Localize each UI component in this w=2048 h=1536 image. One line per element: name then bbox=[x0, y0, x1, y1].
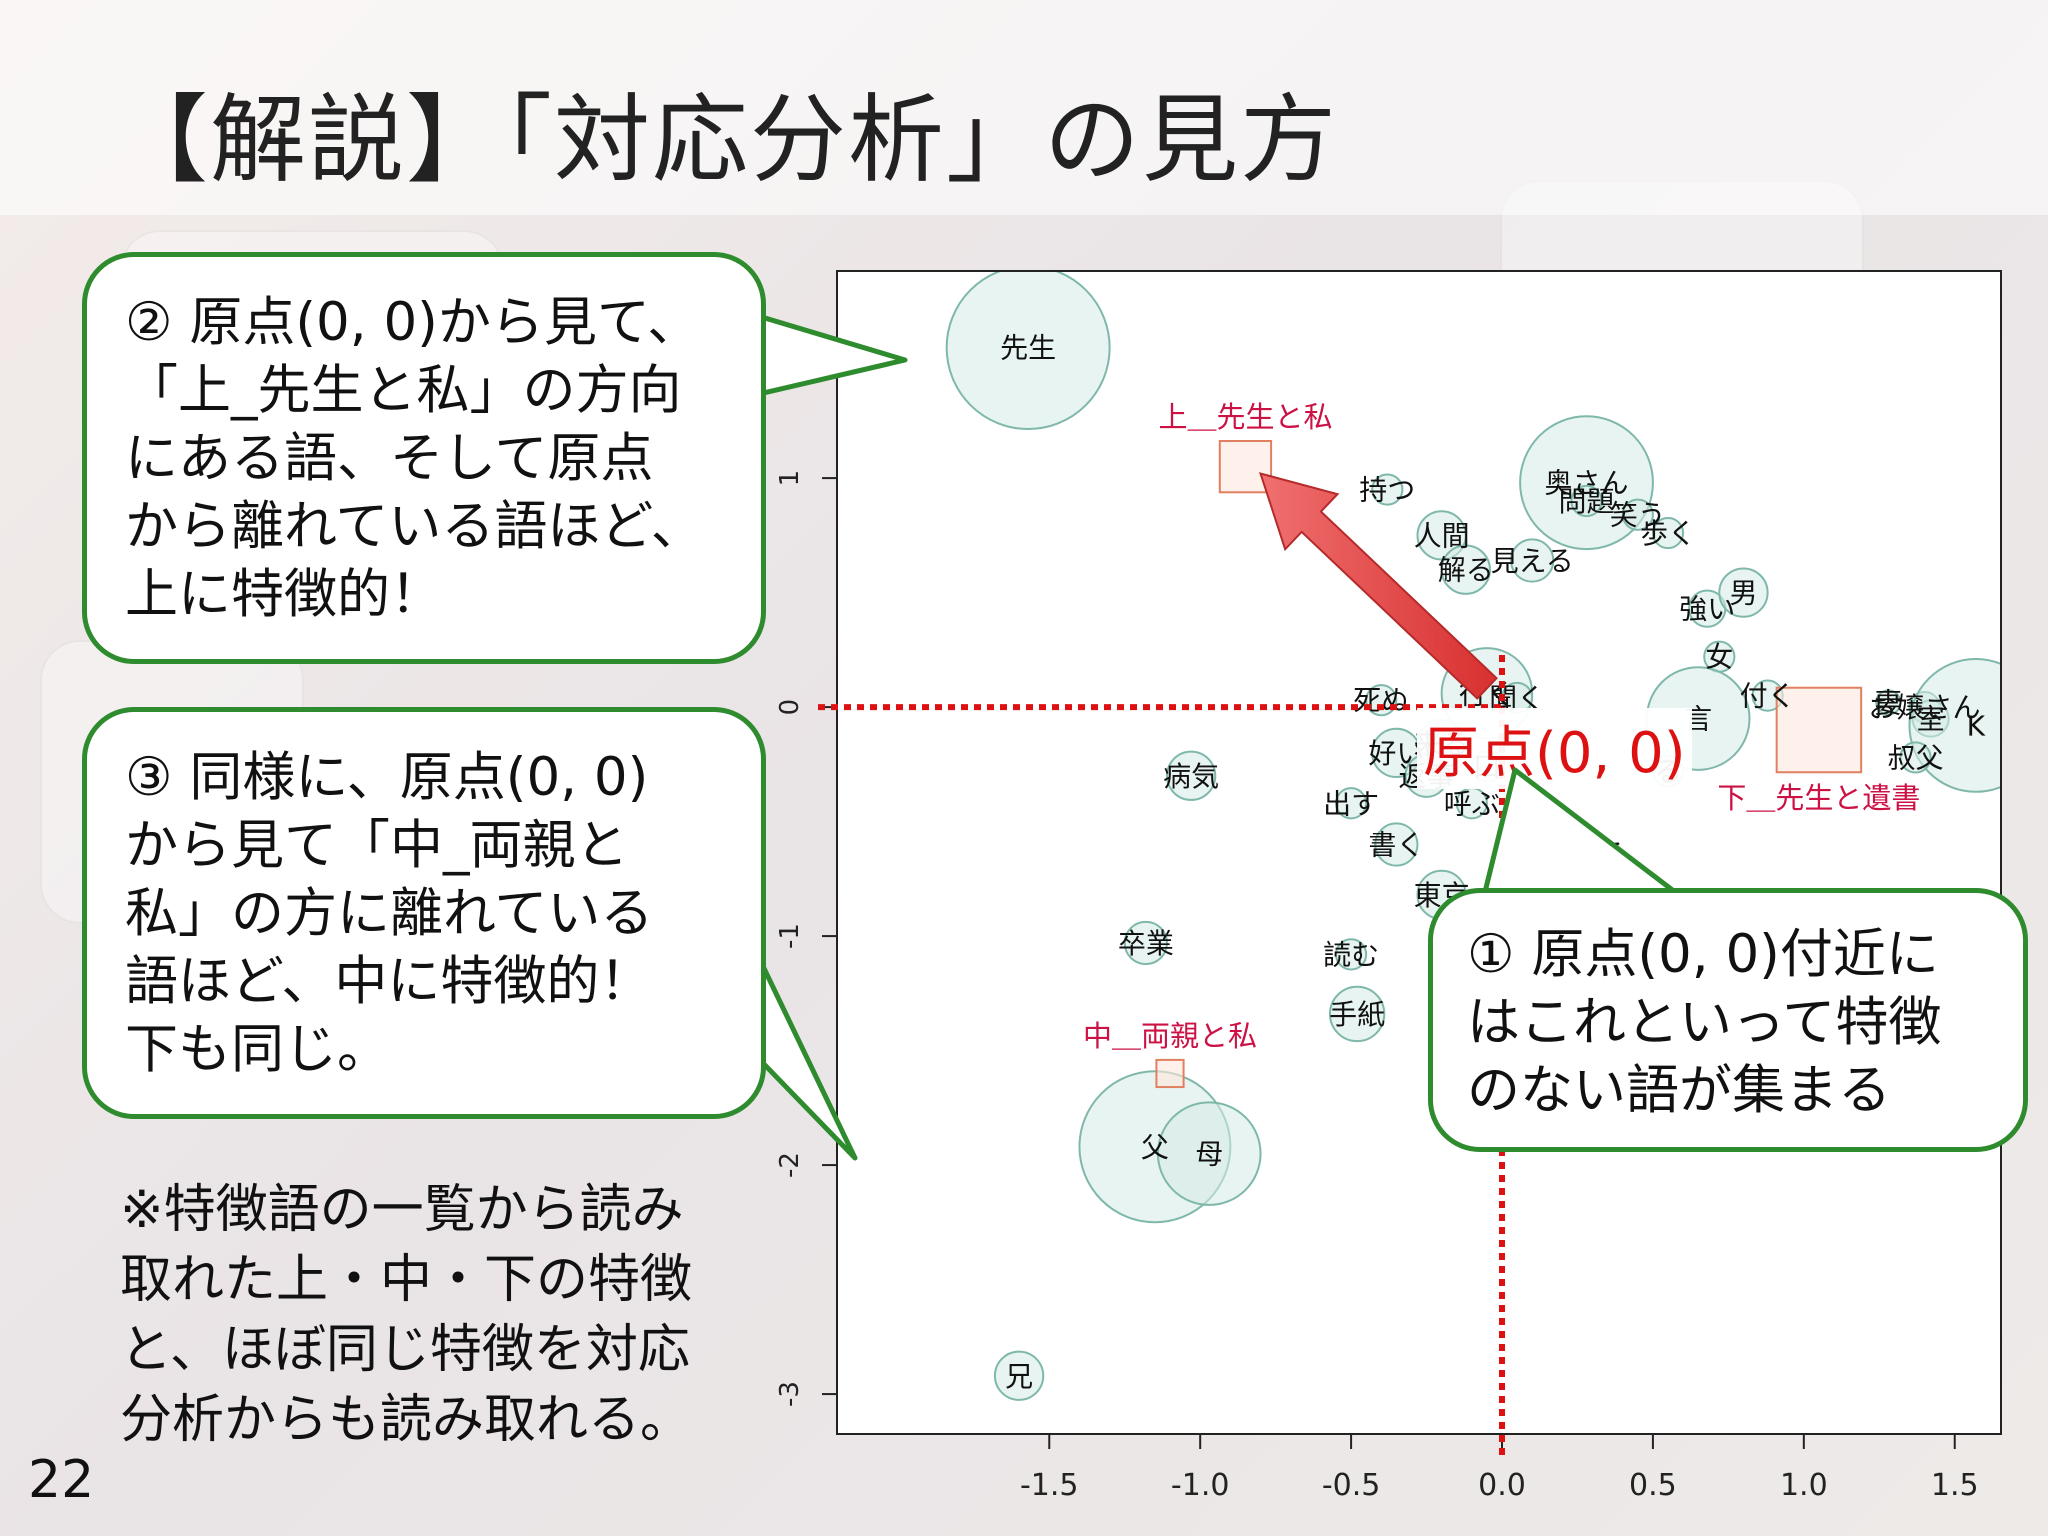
word-bubble bbox=[1335, 938, 1368, 971]
callout-2-line-5: 上に特徴的！ bbox=[125, 564, 443, 625]
word-label: お嬢さん bbox=[1869, 691, 1981, 724]
direction-arrow bbox=[1259, 472, 1498, 700]
word-bubble bbox=[1519, 415, 1654, 551]
callout-2-line-4: から離れている語ほど、 bbox=[125, 496, 704, 557]
word-label: 問題 bbox=[1559, 485, 1615, 518]
footnote-line-1: ※特徴語の一覧から読み bbox=[120, 1180, 684, 1240]
word-label: 見える bbox=[1491, 545, 1574, 578]
word-label: 室 bbox=[1917, 703, 1945, 736]
word-bubble bbox=[1156, 1101, 1262, 1206]
category-label: 中＿両親と私 bbox=[1083, 1019, 1257, 1053]
word-label: 叔父 bbox=[1887, 741, 1943, 774]
callout-3-line-4: 語ほど、中に特徴的！ bbox=[125, 951, 653, 1012]
word-label: 父 bbox=[1141, 1131, 1169, 1164]
word-bubble bbox=[1899, 741, 1932, 774]
word-bubble bbox=[1908, 658, 2000, 793]
word-label: 妻 bbox=[1874, 687, 1902, 720]
word-label: 書く bbox=[1368, 828, 1424, 861]
word-bubble bbox=[1165, 750, 1217, 801]
category-marker bbox=[1218, 439, 1273, 494]
word-bubble bbox=[1875, 689, 1902, 716]
callout-2: ② 原点(0, 0)から見て、 「上_先生と私」の方向 にある語、そして原点 か… bbox=[82, 252, 766, 664]
footnote: ※特徴語の一覧から読み 取れた上・中・下の特徴 と、ほぼ同じ特徴を対応 分析から… bbox=[120, 1175, 770, 1455]
word-bubble bbox=[945, 272, 1111, 431]
category-marker bbox=[1775, 686, 1863, 774]
word-bubble bbox=[1570, 484, 1603, 518]
callout-1-line-2: はこれといって特徴 bbox=[1467, 992, 1942, 1053]
word-label: 付く bbox=[1740, 680, 1796, 713]
y-tick-label: -1 bbox=[775, 923, 805, 949]
x-tick-label: 1.0 bbox=[1780, 1468, 1828, 1503]
word-label: 病気 bbox=[1163, 760, 1219, 793]
word-bubble bbox=[1621, 498, 1654, 531]
plot-area bbox=[836, 270, 2002, 1435]
word-label: 呼ぶ bbox=[1444, 787, 1500, 820]
word-bubble bbox=[1374, 822, 1419, 867]
callout-1: ① 原点(0, 0)付近に はこれといって特徴 のない語が集まる bbox=[1428, 888, 2028, 1152]
word-label: 手紙 bbox=[1329, 998, 1385, 1031]
footnote-line-2: 取れた上・中・下の特徴 bbox=[120, 1250, 693, 1310]
callout-1-line-3: のない語が集まる bbox=[1467, 1060, 1891, 1121]
word-bubble bbox=[1335, 787, 1368, 820]
word-label: 好い bbox=[1368, 737, 1424, 770]
word-label: 男 bbox=[1729, 577, 1757, 610]
callout-3-line-1: ③ 同様に、原点(0, 0) bbox=[125, 747, 649, 808]
word-bubble bbox=[1416, 510, 1467, 561]
category-marker bbox=[1155, 1058, 1185, 1089]
x-tick-label: -1.0 bbox=[1171, 1468, 1230, 1503]
title-band bbox=[0, 0, 2048, 215]
word-label: 人間 bbox=[1414, 519, 1470, 552]
word-label: 卒業 bbox=[1118, 927, 1174, 960]
origin-label: 原点(0, 0) bbox=[1417, 708, 1692, 789]
word-label: 奥さん bbox=[1545, 467, 1629, 500]
word-label: 笑う bbox=[1610, 499, 1666, 532]
x-tick-label: 1.5 bbox=[1931, 1468, 1979, 1503]
word-label: 先生 bbox=[1000, 332, 1056, 365]
word-bubble bbox=[1510, 538, 1555, 583]
word-label: 女 bbox=[1705, 641, 1733, 674]
callout-3-line-2: から見て「中_両親と bbox=[125, 815, 629, 876]
callout-3: ③ 同様に、原点(0, 0) から見て「中_両親と 私」の方に離れている 語ほど… bbox=[82, 707, 766, 1119]
word-label: 坐る bbox=[1571, 838, 1627, 871]
y-tick-label: 0 bbox=[775, 699, 805, 716]
y-tick-label: -3 bbox=[775, 1381, 805, 1407]
callout-2-line-2: 「上_先生と私」の方向 bbox=[125, 360, 682, 421]
word-bubble bbox=[1651, 516, 1685, 550]
x-tick-label: -0.5 bbox=[1322, 1468, 1381, 1503]
word-bubble bbox=[1365, 684, 1398, 717]
word-bubble bbox=[1371, 473, 1404, 506]
word-label: 死ぬ bbox=[1353, 684, 1409, 717]
page-number: 22 bbox=[28, 1450, 95, 1510]
footnote-line-4: 分析からも読み取れる。 bbox=[120, 1390, 693, 1450]
callout-2-line-1: ② 原点(0, 0)から見て、 bbox=[125, 292, 701, 353]
word-label: 歩く bbox=[1640, 517, 1696, 550]
word-label: 出す bbox=[1323, 787, 1379, 820]
slide-title: 【解説】「対応分析」の見方 bbox=[112, 84, 1338, 196]
x-tick-label: 0.5 bbox=[1629, 1468, 1677, 1503]
word-label: 母 bbox=[1195, 1138, 1223, 1171]
callout-3-line-5: 下も同じ。 bbox=[125, 1019, 390, 1080]
word-label: 解る bbox=[1438, 554, 1494, 587]
category-label: 上＿先生と私 bbox=[1158, 400, 1332, 434]
word-bubble bbox=[1328, 985, 1386, 1043]
footnote-line-3: と、ほぼ同じ特徴を対応 bbox=[120, 1320, 690, 1380]
word-label: 兄 bbox=[1005, 1360, 1033, 1393]
x-tick-label: 0.0 bbox=[1478, 1468, 1526, 1503]
word-label: 強い bbox=[1679, 593, 1735, 626]
callout-3-line-3: 私」の方に離れている bbox=[125, 883, 654, 944]
word-bubble bbox=[1440, 544, 1491, 595]
y-tick-label: -2 bbox=[775, 1152, 805, 1178]
callout-2-line-3: にある語、そして原点 bbox=[125, 428, 654, 489]
word-bubble bbox=[993, 1350, 1045, 1401]
word-label: K bbox=[1967, 709, 1986, 742]
word-bubble bbox=[1123, 920, 1168, 966]
word-label: 持つ bbox=[1359, 474, 1415, 507]
category-label: 下＿先生と遺書 bbox=[1717, 781, 1920, 815]
x-tick-label: -1.5 bbox=[1020, 1468, 1079, 1503]
y-tick-label: 1 bbox=[775, 470, 805, 487]
word-label: 読む bbox=[1323, 938, 1379, 971]
callout-1-line-1: ① 原点(0, 0)付近に bbox=[1467, 924, 1939, 985]
word-bubble bbox=[1718, 567, 1769, 618]
